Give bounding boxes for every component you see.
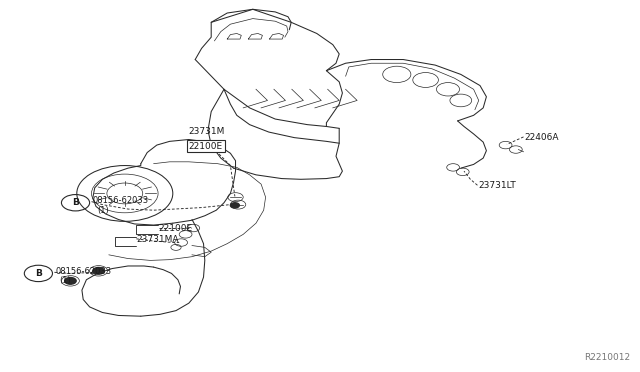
Text: 22100E: 22100E: [189, 142, 223, 151]
Text: B: B: [35, 269, 42, 278]
Text: B: B: [72, 198, 79, 207]
Text: (1): (1): [97, 206, 109, 215]
Text: 08156-62033: 08156-62033: [55, 267, 111, 276]
Text: 23731MA: 23731MA: [136, 235, 179, 244]
Text: (1): (1): [60, 276, 71, 285]
Text: R2210012: R2210012: [584, 353, 630, 362]
Circle shape: [93, 267, 104, 274]
Text: 22100E: 22100E: [159, 224, 193, 233]
Circle shape: [65, 278, 76, 284]
Circle shape: [230, 203, 239, 208]
Text: 23731LT: 23731LT: [479, 182, 516, 190]
Text: 22406A: 22406A: [525, 133, 559, 142]
Text: 08156-62033: 08156-62033: [93, 196, 149, 205]
Text: 23731M: 23731M: [189, 127, 225, 136]
